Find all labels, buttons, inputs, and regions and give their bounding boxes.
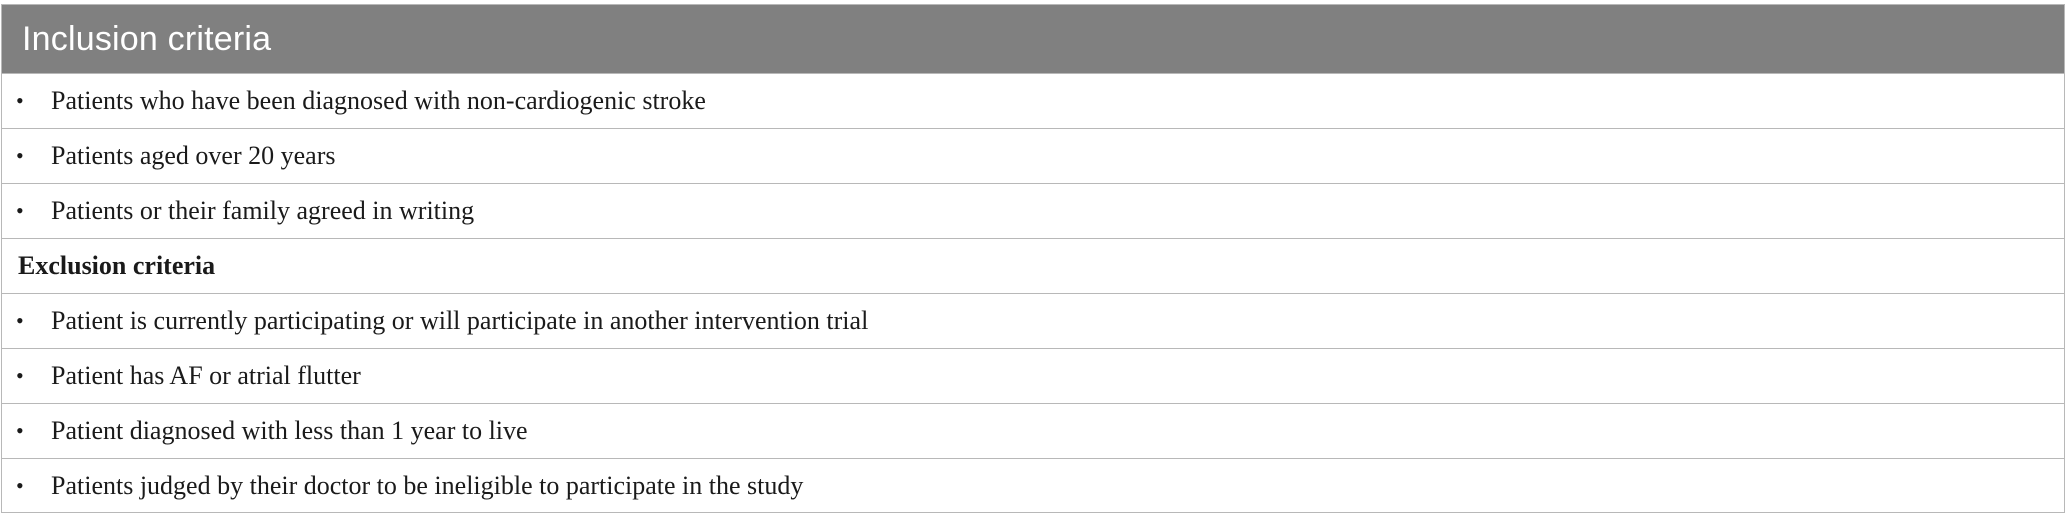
bullet-icon: • [16,143,24,168]
inclusion-item: Patients aged over 20 years [51,141,336,170]
table-row: • Patients judged by their doctor to be … [2,458,2064,512]
bullet-icon: • [16,363,24,388]
bullet-icon: • [16,308,24,333]
table-row: • Patient diagnosed with less than 1 yea… [2,403,2064,458]
table-row: • Patient has AF or atrial flutter [2,348,2064,403]
bullet-icon: • [16,88,24,113]
bullet-icon: • [16,472,24,498]
bullet-icon: • [16,198,24,223]
table-row: • Patient is currently participating or … [2,293,2064,348]
exclusion-item: Patient diagnosed with less than 1 year … [51,416,528,445]
table-header: Inclusion criteria [2,5,2064,73]
exclusion-item: Patient has AF or atrial flutter [51,361,361,390]
bullet-icon: • [16,418,24,443]
exclusion-item: Patient is currently participating or wi… [51,306,869,335]
exclusion-item: Patients judged by their doctor to be in… [51,470,804,500]
table-row: • Patients aged over 20 years [2,128,2064,183]
inclusion-criteria-title: Inclusion criteria [22,19,272,58]
criteria-table: Inclusion criteria • Patients who have b… [1,4,2065,513]
table-row: • Patients or their family agreed in wri… [2,183,2064,238]
inclusion-item: Patients or their family agreed in writi… [51,196,475,225]
inclusion-item: Patients who have been diagnosed with no… [51,86,706,115]
exclusion-criteria-heading: Exclusion criteria [18,251,216,280]
table-row: Exclusion criteria [2,238,2064,293]
table-row: • Patients who have been diagnosed with … [2,73,2064,128]
